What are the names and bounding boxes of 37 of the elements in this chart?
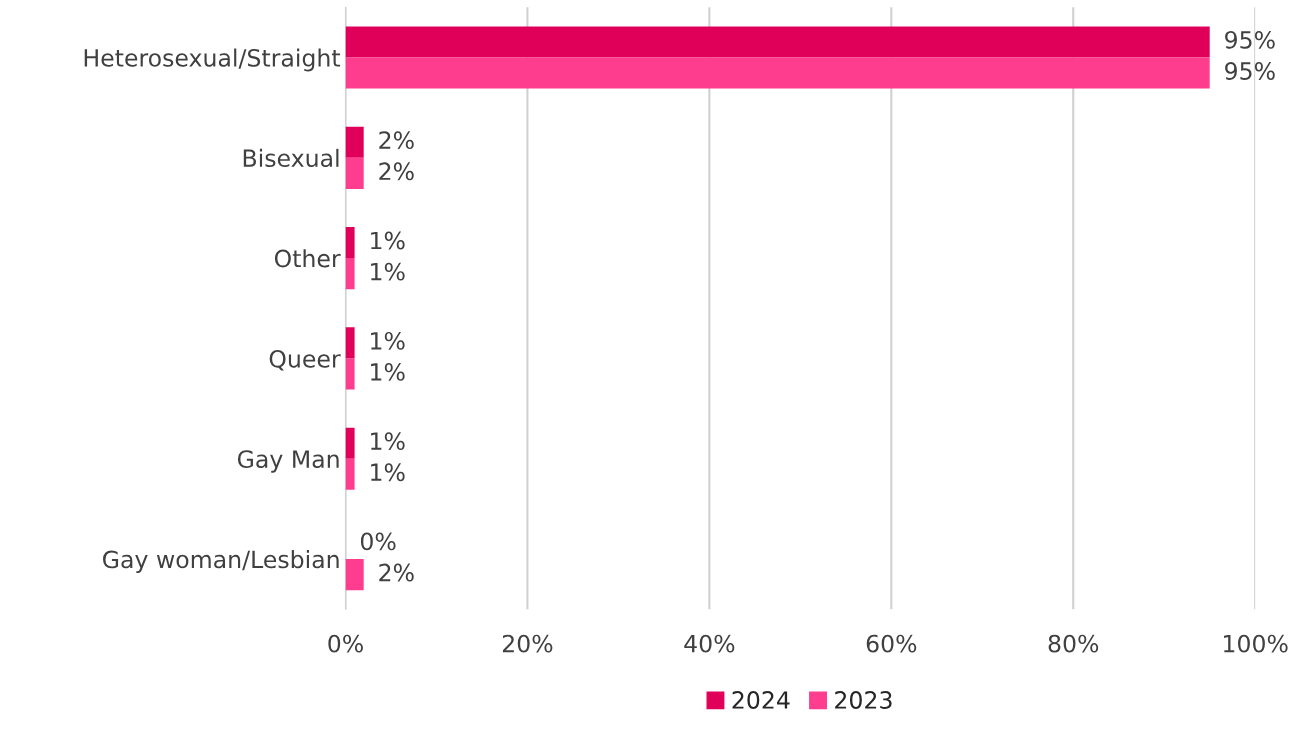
x-tick-label: 80% xyxy=(1048,634,1099,653)
data-label: 2% xyxy=(379,131,414,150)
bar xyxy=(345,458,355,490)
bar xyxy=(345,358,355,390)
data-label: 1% xyxy=(371,463,405,482)
x-tick-label: 100% xyxy=(1224,634,1288,653)
x-tick-label: 0% xyxy=(328,634,363,653)
data-label: 2% xyxy=(379,162,414,181)
bar xyxy=(345,559,364,591)
legend-label: 2024 xyxy=(732,691,790,709)
x-tick-label: 40% xyxy=(684,634,735,653)
bar xyxy=(345,427,355,459)
y-tick-label: Gay woman/Lesbian xyxy=(103,550,339,573)
bar xyxy=(345,26,1210,58)
data-label: 2% xyxy=(379,563,414,582)
y-tick-label: Gay Man xyxy=(237,450,339,473)
y-tick-label: Other xyxy=(274,249,341,268)
bar xyxy=(345,227,355,259)
data-label: 1% xyxy=(371,231,405,250)
y-tick-label: Bisexual xyxy=(243,148,339,168)
data-label: 1% xyxy=(371,331,405,350)
x-tick-label: 20% xyxy=(502,634,553,653)
bar xyxy=(345,327,355,359)
data-label: 1% xyxy=(371,432,405,451)
x-tick-label: 60% xyxy=(866,634,917,653)
y-tick-label: Heterosexual/Straight xyxy=(84,48,341,72)
data-label: 95% xyxy=(1225,62,1275,80)
y-tick-label: Queer xyxy=(269,349,341,371)
data-label: 0% xyxy=(360,532,396,551)
data-label: 1% xyxy=(371,262,405,281)
bar xyxy=(345,126,364,158)
data-label: 1% xyxy=(371,362,405,381)
bar xyxy=(345,57,1210,89)
data-label: 95% xyxy=(1225,30,1275,49)
bar xyxy=(345,157,364,189)
bar xyxy=(345,258,355,290)
legend-label: 2023 xyxy=(835,691,892,709)
